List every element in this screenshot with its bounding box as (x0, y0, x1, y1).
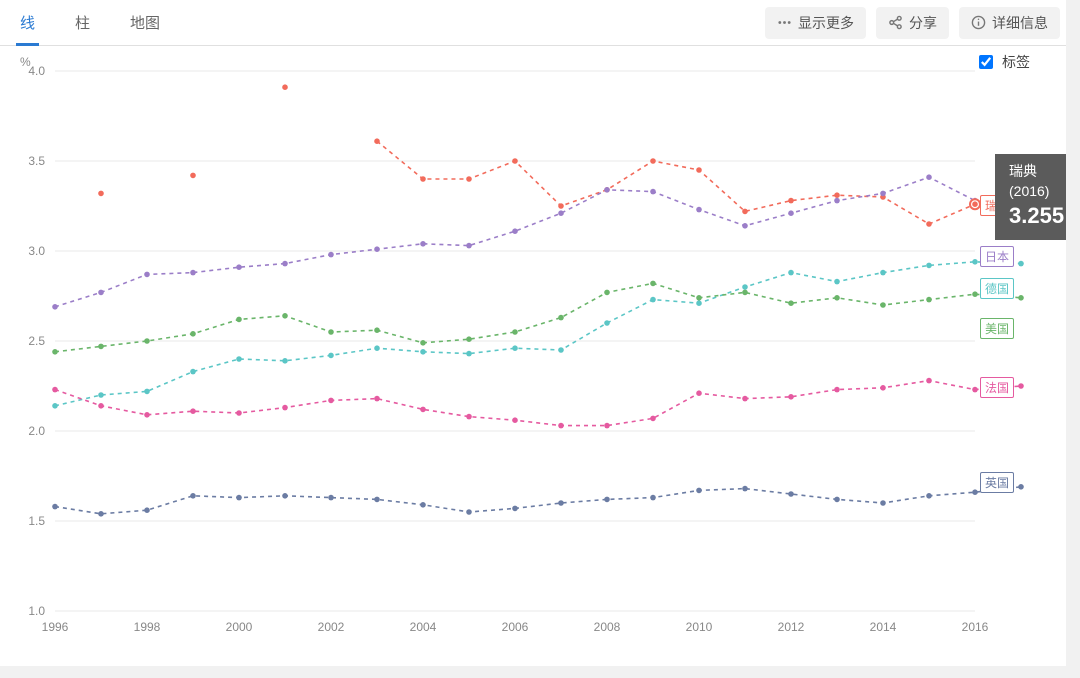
info-icon (971, 15, 986, 30)
svg-text:2012: 2012 (778, 620, 805, 634)
svg-text:2016: 2016 (962, 620, 989, 634)
svg-text:3.0: 3.0 (28, 244, 45, 258)
svg-text:1998: 1998 (134, 620, 161, 634)
svg-text:1.0: 1.0 (28, 604, 45, 618)
tab-map[interactable]: 地图 (130, 0, 160, 45)
scrollbar-vertical[interactable] (1066, 0, 1080, 678)
toolbar-right: 显示更多 分享 详细信息 (765, 7, 1060, 39)
series-label[interactable]: 德国 (980, 278, 1014, 299)
show-more-label: 显示更多 (798, 13, 854, 33)
tab-bar[interactable]: 柱 (75, 0, 90, 45)
svg-text:4.0: 4.0 (28, 64, 45, 78)
line-chart[interactable]: 1.0 1.5 2.0 2.5 3.0 3.5 4.0 1996 1998 2000 2002 200… (10, 46, 1070, 666)
share-label: 分享 (909, 13, 937, 33)
series-label[interactable]: 美国 (980, 318, 1014, 339)
details-label: 详细信息 (992, 13, 1048, 33)
legend-toggle-label: 标签 (1002, 52, 1030, 72)
details-button[interactable]: 详细信息 (959, 7, 1060, 39)
svg-text:2006: 2006 (502, 620, 529, 634)
more-icon (777, 15, 792, 30)
tab-line[interactable]: 线 (20, 0, 35, 45)
svg-text:2010: 2010 (686, 620, 713, 634)
svg-text:2000: 2000 (226, 620, 253, 634)
chart-area: 标签 1.0 1.5 2.0 2.5 3.0 3.5 4.0 1996 1998 2000 2002… (10, 46, 1070, 666)
legend-checkbox[interactable] (979, 55, 993, 69)
tooltip-value: 3.255 (1009, 201, 1064, 232)
svg-text:1996: 1996 (42, 620, 69, 634)
svg-text:1.5: 1.5 (28, 514, 45, 528)
svg-text:2002: 2002 (318, 620, 345, 634)
share-button[interactable]: 分享 (876, 7, 949, 39)
tooltip-name: 瑞典 (1009, 162, 1064, 182)
svg-text:2.5: 2.5 (28, 334, 45, 348)
svg-text:2004: 2004 (410, 620, 437, 634)
legend-toggle[interactable]: 标签 (975, 52, 1030, 72)
svg-text:3.5: 3.5 (28, 154, 45, 168)
chart-type-tabs: 线 柱 地图 (20, 0, 160, 45)
series-label[interactable]: 法国 (980, 377, 1014, 398)
tooltip-year: (2016) (1009, 182, 1064, 202)
scrollbar-horizontal[interactable] (0, 666, 1066, 678)
svg-text:%: % (20, 55, 31, 69)
series-label[interactable]: 英国 (980, 472, 1014, 493)
svg-text:2.0: 2.0 (28, 424, 45, 438)
svg-text:2014: 2014 (870, 620, 897, 634)
share-icon (888, 15, 903, 30)
toolbar: 线 柱 地图 显示更多 分享 详细信息 (0, 0, 1080, 46)
svg-text:2008: 2008 (594, 620, 621, 634)
show-more-button[interactable]: 显示更多 (765, 7, 866, 39)
series-label[interactable]: 日本 (980, 246, 1014, 267)
